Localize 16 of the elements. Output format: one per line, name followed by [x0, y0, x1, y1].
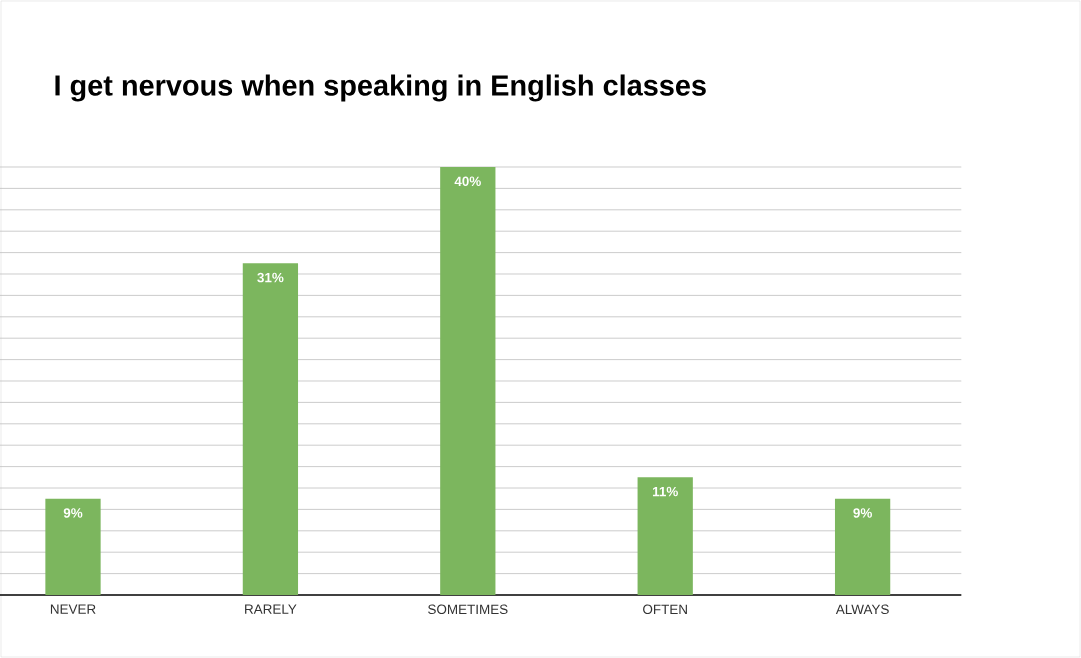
chart-title: I get nervous when speaking in English classes: [55, 74, 706, 102]
data-label: 11%: [652, 486, 678, 497]
bar: [637, 477, 693, 595]
bar: [242, 263, 299, 595]
x-tick-label: NEVER: [50, 604, 96, 614]
data-label: 9%: [63, 508, 83, 518]
bar: [834, 498, 891, 595]
data-label: 31%: [257, 272, 284, 283]
x-tick-label: SOMETIMES: [428, 604, 508, 615]
x-tick-label: ALWAYS: [835, 604, 889, 615]
bar: [440, 167, 496, 595]
data-label: 9%: [853, 508, 872, 518]
x-tick-label: OFTEN: [643, 604, 687, 615]
x-tick-label: RARELY: [245, 604, 297, 614]
bar: [45, 498, 101, 595]
data-label: 40%: [454, 176, 481, 187]
